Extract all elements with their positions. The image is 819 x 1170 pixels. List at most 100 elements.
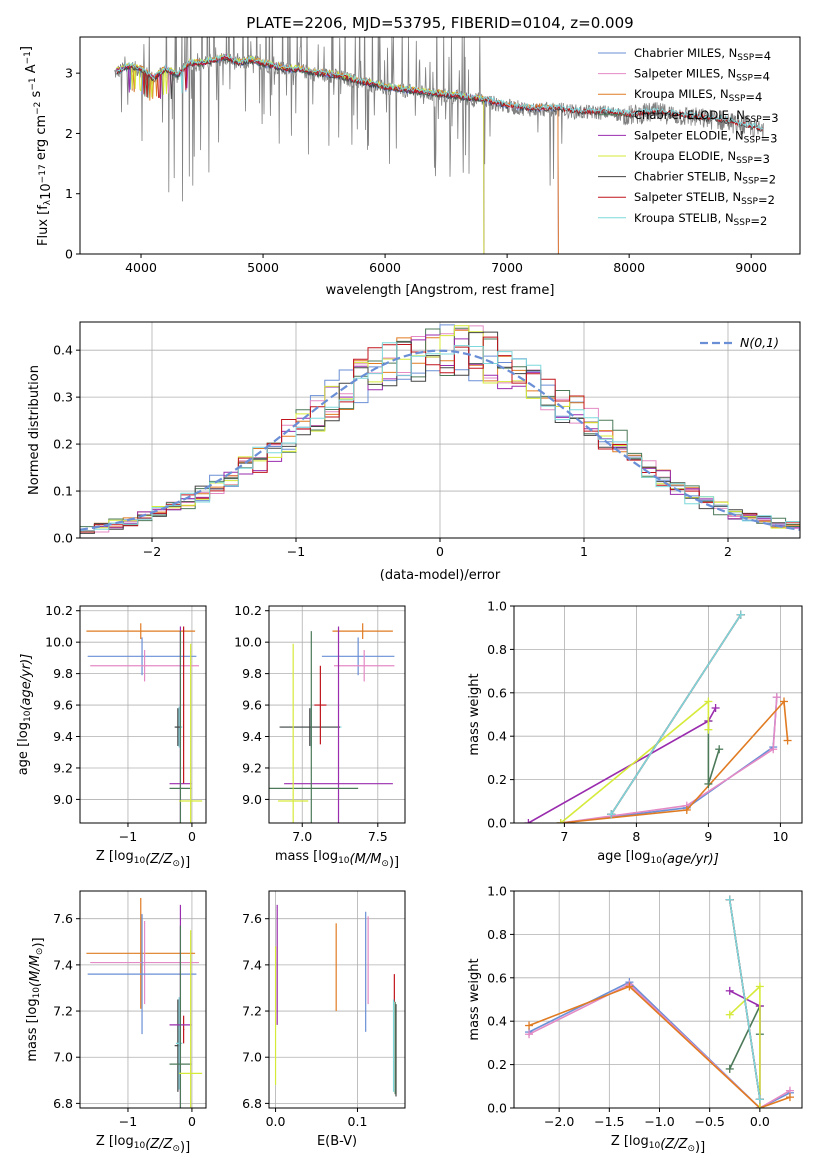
legend-entry-part: SSP [741, 197, 758, 207]
errpanel-ylabel: mass [log10(M/M⊙)] [25, 937, 46, 1061]
errpanel-5-ytick-label: 6.8 [53, 1096, 73, 1111]
errpanel-5-xtick-label: −1 [119, 1114, 137, 1129]
mw-xlabel-part: age [log [597, 849, 650, 864]
mw-7-ytick-label: 0.4 [487, 1014, 507, 1029]
legend-entry: Salpeter MILES, NSSP=4 [634, 67, 770, 84]
mw-7-ytick-label: 0.0 [487, 1101, 507, 1116]
hist: −2 −1 0 1 2 0.0 0.1 0.2 0.3 0.4 (data-model)/error… [27, 321, 801, 583]
hist-step-line [80, 325, 800, 532]
errpanel-6-plot [269, 891, 405, 1108]
errpanel-6-ytick-label: 7.2 [242, 1004, 262, 1019]
spectrum-xlabel: wavelength [Angstrom, rest frame] [326, 283, 555, 298]
mw-xlabel-part: )] [695, 1140, 705, 1155]
mw-4-ytick-label: 0.0 [487, 816, 507, 831]
errpanel-6-xtick-label: 0.0 [266, 1114, 286, 1129]
spectrum-ylabel-part: 10 [39, 183, 54, 200]
legend-entry-part: =3 [761, 131, 778, 145]
legend-entry-part: SSP [744, 135, 761, 145]
mw-4-ytick-label: 0.4 [487, 729, 507, 744]
errpanel-6-xtick-label: 0.1 [348, 1114, 368, 1129]
legend-entry-part: =4 [745, 90, 762, 104]
mw-7-ytick-label: 0.8 [487, 927, 507, 942]
mw-7-ytick-label: 1.0 [487, 884, 507, 899]
errpanel-2-ytick-label: 9.2 [53, 760, 73, 775]
errpanel-xlabel: Z [log10(Z/Z⊙)] [96, 1134, 190, 1155]
legend-entry-part: Salpeter STELIB, [634, 190, 732, 204]
legend-entry: Chabrier MILES, NSSP=4 [634, 46, 771, 63]
legend-entry-part: N [720, 87, 729, 101]
hist-ytick-label: 0.1 [53, 484, 73, 499]
errpanel-2-ytick-label: 9.6 [53, 698, 73, 713]
legend-entry-part: N [727, 67, 736, 81]
hist-ylabel: Normed distribution [27, 365, 42, 495]
spectrum-xtick-label: 7000 [491, 260, 523, 275]
errpanel-xlabel: E(B-V) [317, 1134, 357, 1149]
hist-legend-label: N(0,1) [740, 335, 779, 350]
spectrum-ytick-label: 3 [65, 66, 73, 81]
legend-entry-part: N [732, 190, 741, 204]
mw-xlabel-part: Z [log [611, 1134, 649, 1149]
errpanel-6: 0.0 0.1 6.8 7.0 7.2 7.4 7.6 E(B-V) [242, 890, 406, 1149]
spectrum-ylabel-part: A [24, 64, 39, 77]
legend-entry-part: Kroupa MILES, [634, 87, 720, 101]
legend-entry: Kroupa ELODIE, NSSP=3 [634, 149, 770, 166]
errpanel-5-frame [79, 890, 207, 1109]
errpanel-xlabel: Z [log10(Z/Z⊙)] [96, 849, 190, 870]
errpanel-ylabel-part: (M/M [28, 955, 43, 987]
mw-line [560, 699, 789, 823]
errpanel-xlabel-part: 10 [134, 856, 146, 866]
mw-7-xtick-label: −0.5 [694, 1114, 724, 1129]
legend-entry-part: N [725, 211, 734, 225]
spectrum-frame [79, 36, 801, 255]
hist-ytick-label: 0.0 [53, 531, 73, 546]
normal-curve [80, 349, 800, 531]
mw-line [528, 983, 791, 1108]
errpanel-5-ytick-label: 7.0 [53, 1050, 73, 1065]
errpanel-xlabel-part: 10 [134, 1141, 146, 1151]
spectrum-ylabel-part: ] [19, 46, 34, 51]
legend-entry-part: N [736, 108, 745, 122]
errpanel-3-ytick-label: 9.8 [242, 666, 262, 681]
mw-line [610, 614, 742, 815]
errpanel-5-ytick-label: 7.4 [53, 957, 73, 972]
errpanel-5-xtick-label: 0 [188, 1114, 196, 1129]
hist-ytick-label: 0.4 [53, 343, 73, 358]
errpanel-xlabel-part: mass [log [275, 849, 338, 864]
errpanel-xlabel-part: 10 [338, 856, 350, 866]
mw-ylabel: mass weight [467, 958, 482, 1040]
mw-xlabel-part: 10 [650, 856, 662, 866]
hist-ytick-label: 0.3 [53, 390, 73, 405]
legend-entry-part: Kroupa STELIB, [634, 211, 725, 225]
mw-xlabel-part: ⊙ [687, 1144, 695, 1154]
spectrum-ylabel-part: λ [43, 199, 53, 205]
legend-entry-part: SSP [742, 177, 759, 187]
legend-entry-part: Chabrier MILES, [634, 46, 729, 60]
errpanel-xlabel-part: ⊙ [172, 859, 180, 869]
errpanel-6-ytick-label: 6.8 [242, 1096, 262, 1111]
mw-4-ytick-label: 1.0 [487, 599, 507, 614]
legend-entry: Salpeter STELIB, NSSP=2 [634, 190, 775, 207]
mw-7-frame [513, 890, 803, 1109]
errpanel-3-ytick-label: 9.6 [242, 698, 262, 713]
legend-entry-part: SSP [736, 74, 753, 84]
spectrum-xtick-label: 4000 [125, 260, 157, 275]
errpanel-2-xtick-label: 0 [188, 829, 196, 844]
errpanel-xlabel-part: )] [180, 1140, 190, 1155]
spectrum-ylabel-part: s [29, 90, 44, 101]
errpanel-2-ytick-label: 10.2 [45, 603, 73, 618]
mw-7-xtick-label: −2.0 [544, 1114, 574, 1129]
errpanel-ylabel-part: mass [log [25, 998, 40, 1061]
errpanel-6-frame [268, 890, 406, 1109]
spectrum-ylabel-part: erg cm [34, 115, 49, 164]
spectrum-ylabel-part: Flux [f [36, 205, 51, 246]
legend-entry-part: Salpeter MILES, [634, 67, 727, 81]
hist-xtick-label: −2 [143, 544, 161, 559]
errpanel-5: −1 06.87.07.27.47.6Z [log10(Z/Z⊙)]mass [l… [25, 890, 207, 1155]
spectrum-model-line [116, 53, 764, 131]
mw-xlabel: Z [log10(Z/Z⊙)] [611, 1134, 705, 1155]
hist-xtick-label: 0 [436, 544, 444, 559]
legend-entry-part: SSP [736, 156, 753, 166]
hist-plot [80, 322, 800, 538]
